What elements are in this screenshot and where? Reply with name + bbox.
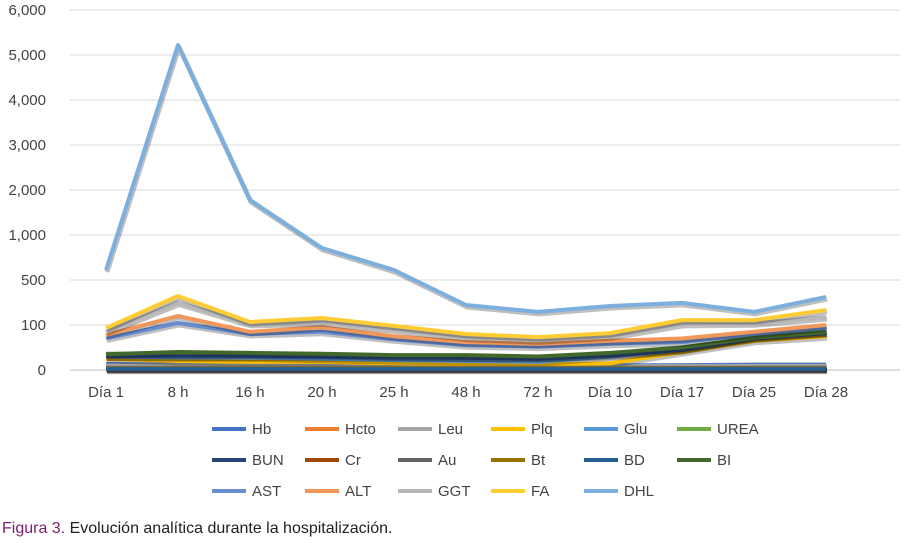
legend-label: BI bbox=[717, 452, 731, 469]
x-tick-label: Día 28 bbox=[804, 384, 848, 401]
x-tick-label: 48 h bbox=[451, 384, 480, 401]
series-line-ast bbox=[105, 321, 827, 349]
legend-label: DHL bbox=[624, 483, 654, 500]
series-line-plq bbox=[105, 334, 827, 367]
legend-label: Glu bbox=[624, 421, 647, 438]
x-tick-label: Día 1 bbox=[88, 384, 124, 401]
series-line-bi bbox=[105, 330, 827, 359]
line-chart: 0 100 500 1,000 2,000 3,000 4,000 5,000 6,000 Día… bbox=[8, 2, 900, 500]
x-tick-label: Día 25 bbox=[732, 384, 776, 401]
caption-label: Figura 3. bbox=[2, 520, 66, 537]
x-tick-label: 72 h bbox=[523, 384, 552, 401]
x-tick-label: 25 h bbox=[379, 384, 408, 401]
y-tick-label: 500 bbox=[21, 272, 46, 289]
x-tick-label: Día 10 bbox=[588, 384, 632, 401]
x-tick-label: 16 h bbox=[235, 384, 264, 401]
figure-caption: Figura 3. Evolución analítica durante la… bbox=[2, 520, 392, 538]
legend-label: Au bbox=[438, 452, 456, 469]
legend-label: BD bbox=[624, 452, 645, 469]
x-tick-label: 8 h bbox=[168, 384, 189, 401]
series-line-dhl bbox=[104, 43, 827, 314]
caption-text: Evolución analítica durante la hospitali… bbox=[65, 520, 393, 537]
x-tick-label: 20 h bbox=[307, 384, 336, 401]
y-tick-label: 2,000 bbox=[8, 182, 46, 199]
y-tick-label: 6,000 bbox=[8, 2, 46, 19]
y-tick-label: 5,000 bbox=[8, 47, 46, 64]
legend-label: Hb bbox=[252, 421, 271, 438]
legend-label: FA bbox=[531, 483, 549, 500]
legend-label: Cr bbox=[345, 452, 361, 469]
series-shadow bbox=[104, 44, 828, 317]
series-line-alt bbox=[105, 314, 827, 346]
legend-label: Hcto bbox=[345, 421, 376, 438]
legend-label: ALT bbox=[345, 483, 371, 500]
legend-label: BUN bbox=[252, 452, 284, 469]
legend-label: Bt bbox=[531, 452, 546, 469]
series-line-fa bbox=[105, 294, 827, 340]
y-tick-label: 100 bbox=[21, 317, 46, 334]
y-tick-label: 0 bbox=[38, 362, 46, 379]
x-tick-label: Día 17 bbox=[660, 384, 704, 401]
legend-label: AST bbox=[252, 483, 281, 500]
y-tick-label: 3,000 bbox=[8, 137, 46, 154]
legend-label: UREA bbox=[717, 421, 759, 438]
legend-label: Leu bbox=[438, 421, 463, 438]
legend-label: GGT bbox=[438, 483, 471, 500]
legend-label: Plq bbox=[531, 421, 553, 438]
series-line-ggt bbox=[105, 300, 827, 343]
y-tick-label: 1,000 bbox=[8, 227, 46, 244]
y-tick-label: 4,000 bbox=[8, 92, 46, 109]
